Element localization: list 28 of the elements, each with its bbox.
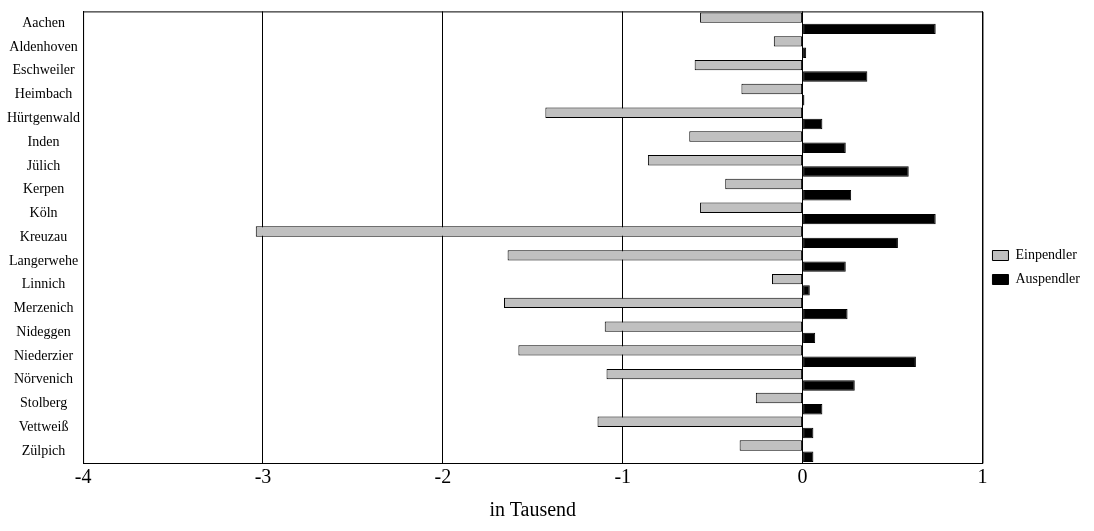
y-tick-label: Heimbach [14, 86, 73, 102]
x-tick-label: 1 [977, 465, 988, 488]
y-tick-label: Niederzier [14, 347, 74, 363]
legend-label: Einpendler [1015, 247, 1078, 263]
y-tick-label: Eschweiler [12, 62, 75, 78]
x-tick-label: -3 [254, 465, 272, 488]
x-tick-label: 0 [797, 465, 808, 488]
y-tick-label: Nörvenich [14, 371, 74, 387]
legend-label: Auspendler [1015, 271, 1081, 287]
y-tick-label: Inden [27, 133, 60, 149]
y-tick-label: Zülpich [21, 442, 66, 458]
y-tick-label: Kreuzau [19, 228, 68, 244]
x-tick-label: -4 [74, 465, 92, 488]
y-tick-label: Kerpen [22, 181, 65, 197]
x-tick-label: -1 [614, 465, 632, 488]
y-tick-label: Aachen [22, 14, 65, 30]
x-axis-title: in Tausend [489, 498, 577, 521]
y-tick-label: Vettweiß [18, 419, 69, 435]
y-tick-label: Nideggen [16, 323, 71, 339]
y-tick-label: Merzenich [13, 300, 74, 316]
y-tick-label: Jülich [26, 157, 61, 173]
y-tick-label: Langerwehe [8, 252, 79, 268]
y-tick-label: Köln [29, 205, 58, 221]
y-tick-label: Aldenhoven [9, 38, 78, 54]
y-tick-label: Stolberg [19, 395, 68, 411]
y-tick-label: Linnich [21, 276, 66, 292]
x-tick-label: -2 [434, 465, 452, 488]
y-tick-label: Hürtgenwald [7, 110, 81, 126]
